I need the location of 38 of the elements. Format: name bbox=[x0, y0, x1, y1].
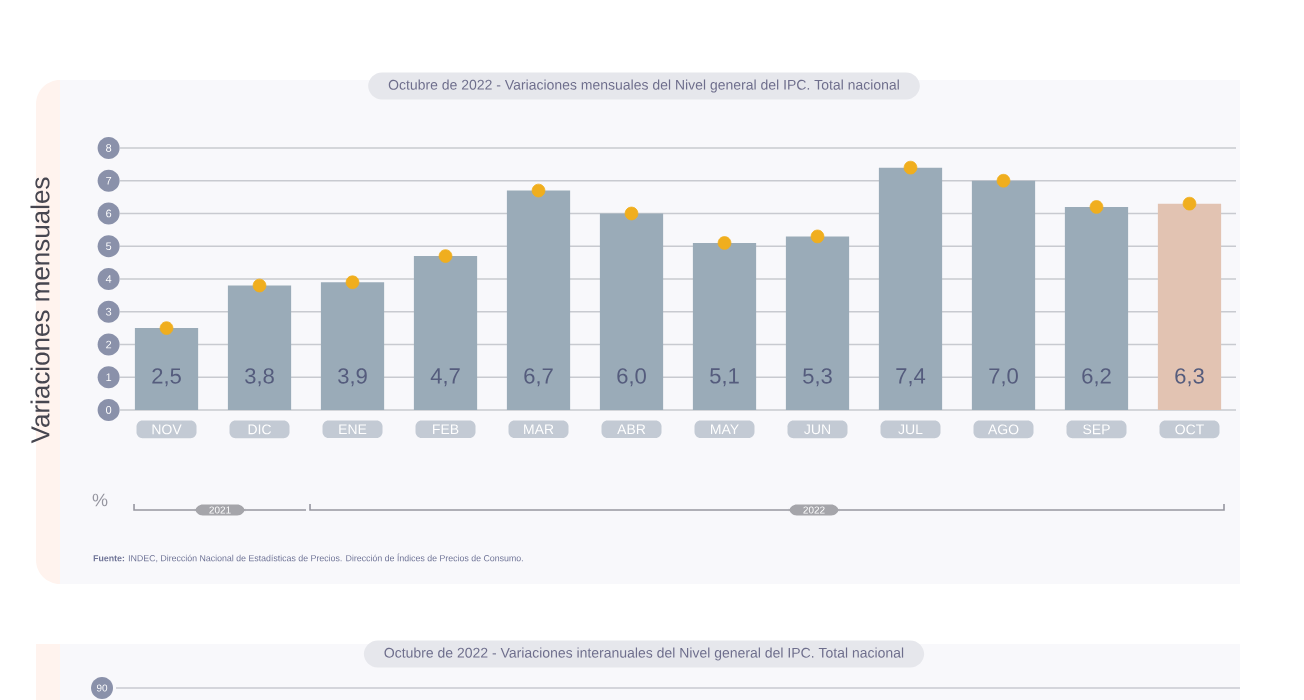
y-axis-title: Variaciones mensuales bbox=[30, 177, 50, 444]
point bbox=[810, 229, 825, 244]
bar bbox=[1157, 203, 1222, 410]
data-label: 3,9 bbox=[338, 368, 367, 387]
data-label: 6,0 bbox=[617, 368, 646, 387]
bar bbox=[692, 242, 757, 410]
point bbox=[717, 236, 732, 250]
data-label: 5,3 bbox=[803, 368, 832, 387]
data-label: 7,4 bbox=[896, 368, 926, 387]
bar bbox=[506, 190, 571, 410]
point bbox=[438, 249, 453, 263]
point bbox=[1089, 200, 1104, 214]
data-label: 6,2 bbox=[1082, 368, 1111, 387]
bar bbox=[878, 167, 943, 410]
point bbox=[345, 275, 360, 290]
bar bbox=[134, 328, 199, 410]
data-label: 7,0 bbox=[989, 368, 1018, 387]
point bbox=[1182, 196, 1197, 211]
point bbox=[996, 173, 1011, 188]
point bbox=[903, 160, 918, 175]
point bbox=[252, 278, 267, 293]
bar bbox=[413, 256, 478, 410]
bar bbox=[227, 285, 292, 410]
data-label: 6,3 bbox=[1175, 368, 1204, 387]
data-label: 6,7 bbox=[524, 368, 553, 387]
data-label: 4,7 bbox=[430, 368, 460, 387]
bar bbox=[971, 180, 1036, 410]
data-label: 2,5 bbox=[152, 368, 181, 387]
data-label: 3,8 bbox=[245, 368, 274, 387]
point bbox=[531, 183, 546, 198]
point bbox=[624, 206, 639, 221]
text: % bbox=[92, 493, 108, 507]
bar bbox=[320, 282, 385, 410]
bar bbox=[599, 213, 664, 410]
bar bbox=[1064, 206, 1129, 410]
data-label: 5,1 bbox=[710, 368, 739, 387]
point bbox=[159, 321, 174, 335]
bar bbox=[785, 236, 850, 410]
